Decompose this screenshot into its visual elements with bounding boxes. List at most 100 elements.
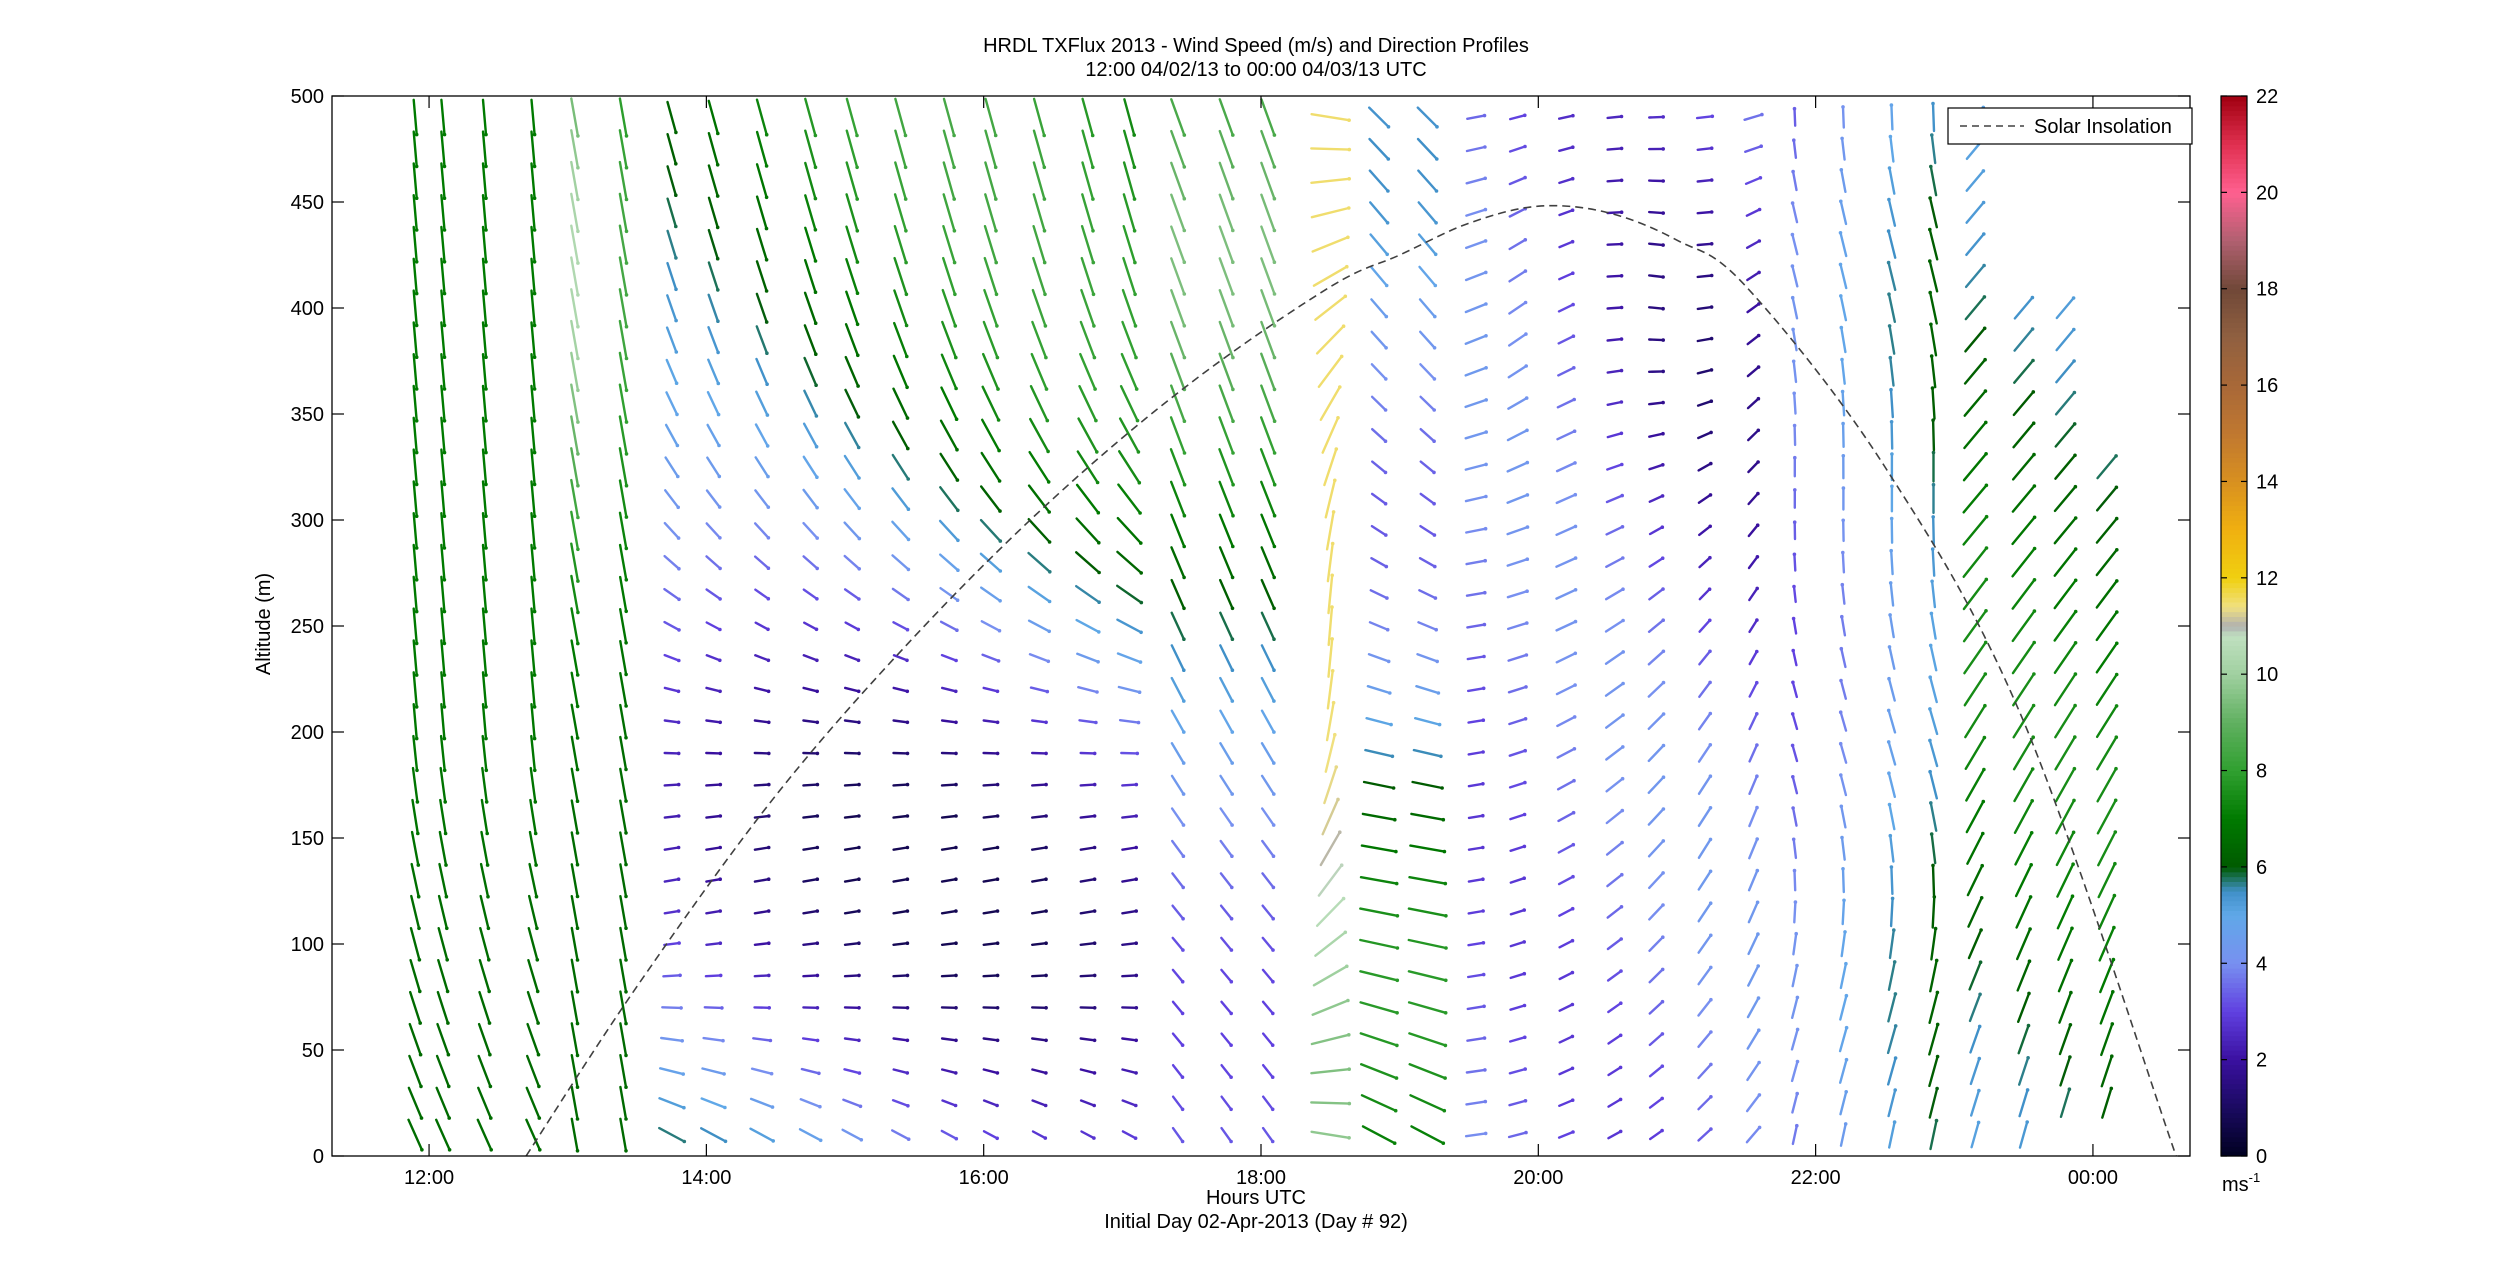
wind-vector-head — [1523, 175, 1527, 180]
colorbar-segment — [2221, 481, 2247, 487]
wind-vector-head — [2073, 672, 2078, 676]
colorbar-segment — [2221, 1025, 2247, 1032]
wind-vector-head — [1182, 637, 1186, 641]
wind-vector-head — [624, 293, 629, 297]
wind-vector-head — [1707, 587, 1712, 591]
wind-vector — [530, 289, 536, 327]
wind-vector — [1465, 527, 1487, 534]
wind-vector-head — [1436, 691, 1441, 695]
wind-vector-head — [2073, 641, 2078, 645]
wind-vector-head — [1092, 1136, 1096, 1140]
y-tick-label: 250 — [291, 616, 324, 638]
colorbar-segment — [2221, 351, 2247, 357]
legend: Solar Insolation — [1947, 107, 2193, 145]
wind-vector-head — [1839, 773, 1843, 777]
wind-vector-head — [997, 479, 1002, 483]
wind-vector-head — [1044, 1006, 1048, 1010]
wind-vector — [2055, 328, 2076, 352]
wind-vector-head — [1347, 177, 1351, 181]
wind-vector-head — [678, 973, 682, 978]
wind-vector — [570, 926, 579, 962]
wind-vector-head — [813, 165, 818, 170]
wind-vector-head — [1887, 676, 1891, 681]
wind-vector — [1170, 807, 1185, 827]
wind-vector-head — [1522, 812, 1527, 817]
wind-vector — [1929, 644, 1938, 672]
wind-vector — [619, 990, 628, 1025]
wind-vector — [440, 321, 446, 359]
wind-vector — [1464, 495, 1488, 503]
wind-vector — [1506, 590, 1529, 599]
wind-vector — [1312, 265, 1349, 287]
colorbar-segment — [2221, 1069, 2247, 1075]
legend-entry-solar-insolation: Solar Insolation — [2034, 116, 2172, 138]
wind-vector — [1969, 1025, 1981, 1054]
colorbar-tick-label: 22 — [2256, 86, 2278, 108]
wind-vector — [440, 607, 446, 645]
wind-vector-head — [1708, 743, 1713, 747]
wind-vector-head — [1434, 627, 1438, 632]
wind-vector-head — [1390, 754, 1395, 759]
wind-vector — [1170, 161, 1186, 200]
colorbar-segment — [2221, 770, 2247, 776]
colorbar-segment — [2221, 939, 2247, 945]
wind-vector — [1324, 479, 1337, 519]
wind-vector-head — [995, 751, 1000, 756]
colorbar-segment — [2221, 1127, 2247, 1133]
wind-vector — [982, 686, 999, 693]
wind-vector-head — [485, 831, 490, 836]
wind-vector — [804, 97, 817, 137]
wind-vector-head — [723, 1139, 728, 1144]
wind-vector-head — [906, 477, 910, 481]
wind-vector-head — [1619, 400, 1624, 404]
wind-vector-head — [1434, 189, 1439, 193]
wind-vector-head — [677, 941, 681, 945]
wind-vector-head — [1047, 510, 1051, 514]
wind-vector-head — [624, 578, 629, 582]
wind-vector-head — [1984, 577, 1989, 582]
wind-vector-head — [2110, 1054, 2114, 1058]
wind-vector — [1697, 525, 1712, 537]
colorbar-segment — [2221, 221, 2247, 227]
wind-vector-head — [2032, 609, 2037, 613]
wind-vector-head — [575, 990, 580, 994]
wind-vector — [481, 225, 488, 263]
wind-vector — [1260, 546, 1276, 579]
colorbar-segment — [2221, 650, 2247, 656]
colorbar-segment — [2221, 891, 2247, 897]
wind-vector-head — [414, 132, 419, 137]
wind-vector-head — [414, 355, 419, 360]
wind-vector-head — [1619, 431, 1624, 436]
wind-vector — [1319, 385, 1342, 421]
wind-vector-head — [995, 1103, 999, 1108]
wind-vector — [1606, 969, 1623, 982]
wind-vector — [893, 256, 908, 296]
wind-vector-head — [1231, 451, 1235, 455]
wind-vector-head — [414, 641, 419, 646]
wind-vector-head — [1893, 1056, 1898, 1060]
wind-vector-head — [446, 1021, 450, 1025]
wind-vector-head — [1709, 273, 1714, 278]
wind-vector — [1310, 1130, 1351, 1140]
wind-vector — [2097, 830, 2117, 867]
wind-vector — [1080, 288, 1096, 328]
wind-vector-head — [532, 291, 537, 296]
x-tick-label: 12:00 — [404, 1167, 454, 1189]
wind-vector — [1079, 352, 1097, 391]
wind-vector — [1931, 386, 1936, 420]
wind-vector — [661, 1006, 683, 1010]
wind-vector — [665, 358, 678, 385]
wind-vector-head — [1792, 391, 1796, 396]
colorbar-segment — [2221, 235, 2247, 242]
wind-vector-head — [1133, 292, 1137, 297]
wind-vector — [892, 1068, 909, 1075]
wind-vector-head — [532, 164, 537, 169]
wind-vector-head — [2115, 579, 2119, 583]
wind-vector-head — [2114, 672, 2119, 677]
wind-vector-head — [1758, 176, 1763, 180]
wind-vector-head — [487, 958, 491, 962]
wind-vector-head — [905, 845, 910, 850]
wind-vector — [1791, 806, 1798, 827]
wind-vector — [665, 326, 678, 354]
wind-vector — [1467, 782, 1485, 788]
